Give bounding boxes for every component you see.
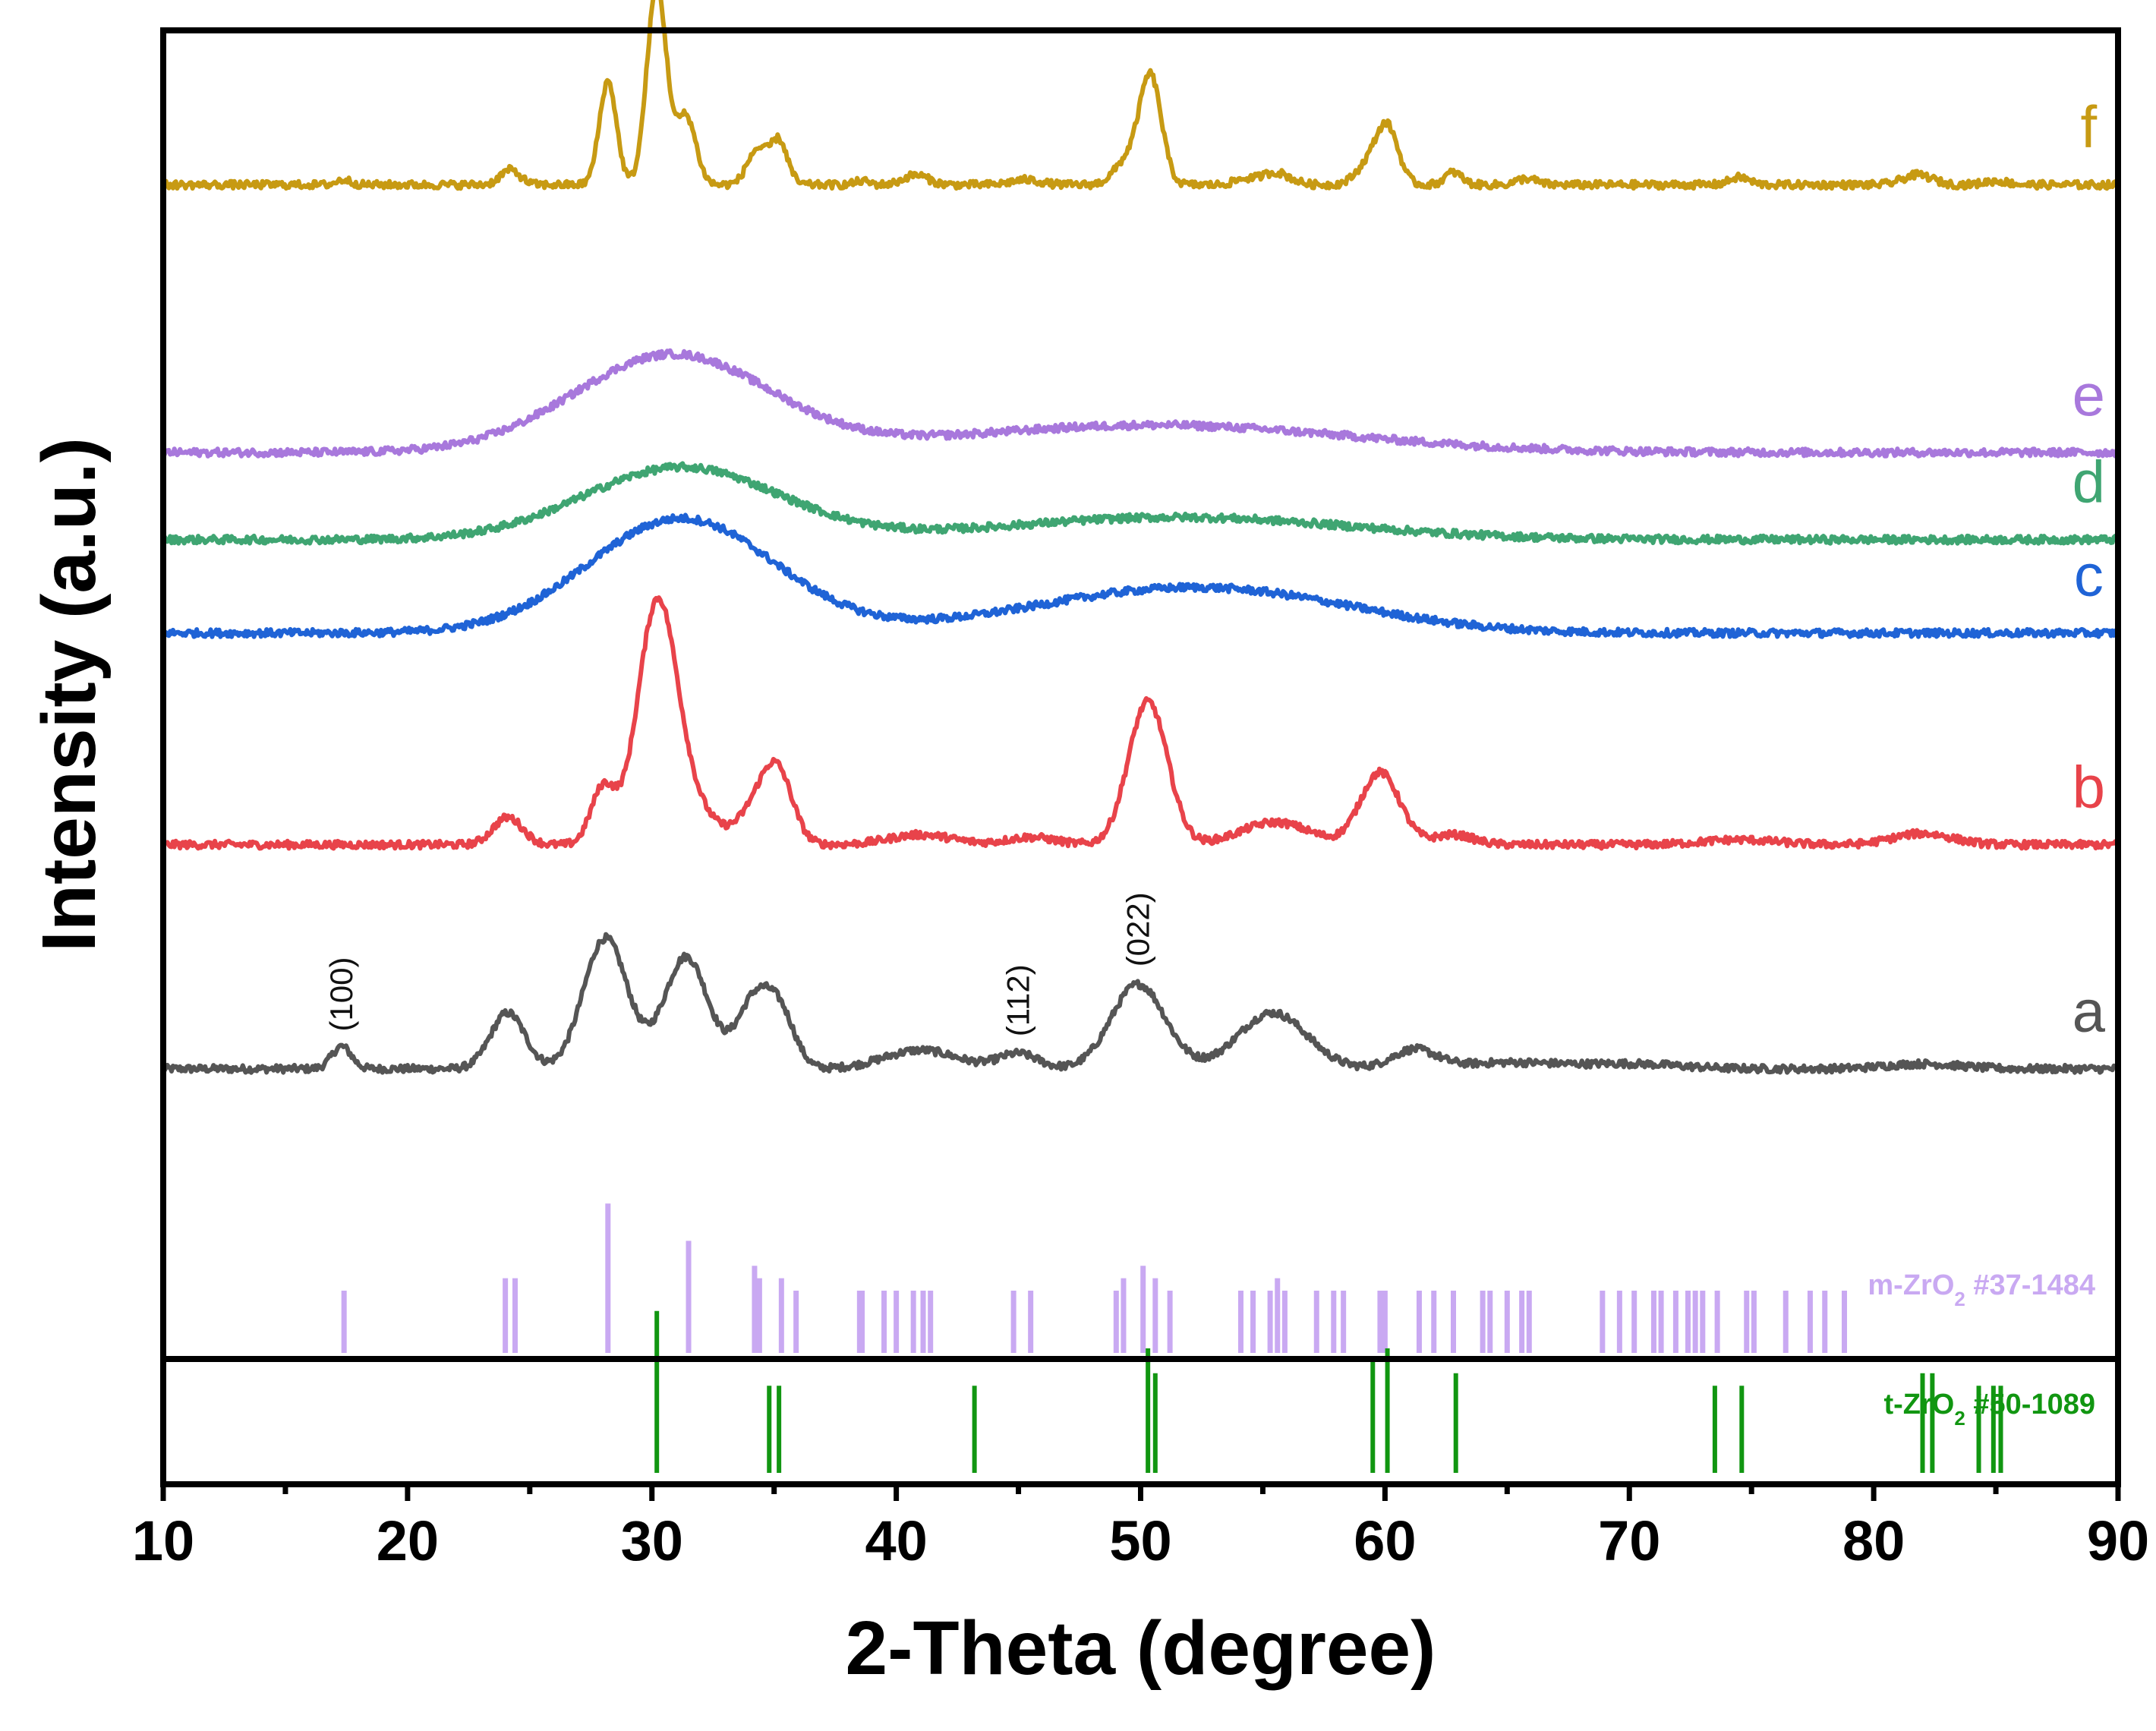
peak-annotation: (112) (1001, 964, 1036, 1036)
reference-label-t-zro2: t-ZrO2 #50-1089 (1884, 1389, 2096, 1430)
series-label-f: f (2081, 93, 2098, 160)
series-b-line (161, 595, 2120, 851)
series-a-line (161, 932, 2120, 1075)
reference-label-m-zro2: m-ZrO2 #37-1484 (1868, 1269, 2095, 1310)
series-label-c: c (2074, 542, 2104, 609)
x-tick-label: 90 (2087, 1509, 2149, 1572)
x-tick-label: 50 (1109, 1509, 1171, 1572)
plot-frame-bottom (160, 1356, 2121, 1487)
x-tick-label: 60 (1354, 1509, 1416, 1572)
series-label-a: a (2072, 978, 2106, 1045)
series-e-line (161, 348, 2120, 459)
x-axis-title: 2-Theta (degree) (846, 1606, 1436, 1691)
reference-layer (341, 1203, 2003, 1473)
x-tick-label: 10 (132, 1509, 194, 1572)
y-axis-title: Intensity (a.u.) (27, 437, 112, 952)
annotation-layer: abcdefg(100)(112)(022)(011)(‾111)(101)(1… (323, 93, 2106, 1430)
x-tick-label: 80 (1842, 1509, 1905, 1572)
peak-annotation: (100) (323, 957, 359, 1032)
series-f-line (161, 0, 2120, 191)
x-tick-label: 40 (865, 1509, 927, 1572)
series-layer (161, 0, 2120, 1075)
x-tick-label: 30 (621, 1509, 683, 1572)
series-label-b: b (2072, 753, 2105, 820)
plot-frame-top (160, 27, 2121, 1362)
series-label-e: e (2072, 361, 2105, 428)
peak-annotation: (022) (1120, 892, 1155, 966)
series-d-line (161, 461, 2120, 546)
series-label-d: d (2072, 449, 2105, 516)
x-tick-label: 20 (377, 1509, 439, 1572)
series-c-line (162, 512, 2120, 639)
x-axis: 10 20 30 40 50 60 70 80 90 (132, 1484, 2149, 1572)
x-tick-label: 70 (1598, 1509, 1660, 1572)
